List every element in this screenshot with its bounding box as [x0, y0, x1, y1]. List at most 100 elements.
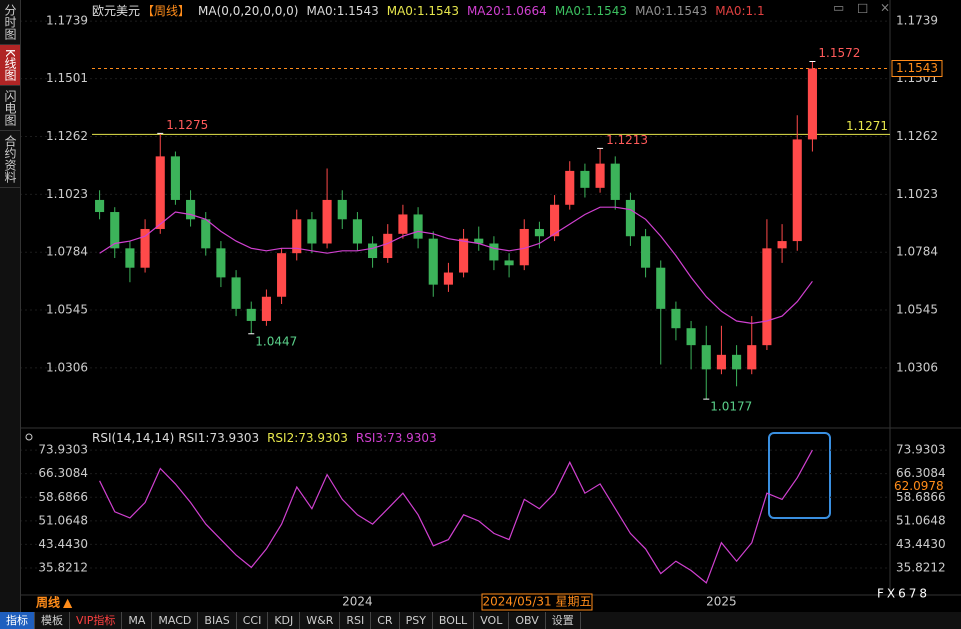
toolbar-tab[interactable]: W&R — [300, 612, 341, 629]
candle-body — [261, 296, 271, 321]
toolbar-tab[interactable]: MA — [122, 612, 153, 629]
watermark: FX678 — [877, 587, 930, 601]
window-icon[interactable]: × — [880, 1, 890, 15]
toolbar: 指标 模板 VIP指标 MA MACD BIAS CCI KDJ W&R RSI CR PSY BOLL… — [0, 612, 961, 629]
legend-label: RSI2:73.9303 — [267, 431, 348, 445]
y-tick-label: 1.0545 — [46, 303, 88, 317]
candle-body — [595, 163, 605, 188]
candle-body — [580, 170, 590, 188]
y-tick-label: 51.0648 — [38, 513, 88, 527]
y-tick-label: 58.6866 — [896, 490, 946, 504]
candle-body — [398, 214, 408, 234]
cursor-value: 62.0978 — [894, 479, 944, 493]
toolbar-tab[interactable]: BOLL — [433, 612, 475, 629]
toolbar-tab[interactable]: 设置 — [546, 612, 581, 629]
candle-body — [625, 199, 635, 237]
toolbar-tab[interactable]: CR — [371, 612, 400, 629]
y-tick-label: 1.1023 — [46, 187, 88, 201]
legend-label: MA0:1.1543 — [635, 3, 708, 18]
price-header: 欧元美元 【周线】 MA(0,0,20,0,0,0) MA0:1.1543 MA0:1.… — [92, 2, 765, 19]
candle-body — [474, 238, 484, 244]
candle-body — [352, 219, 362, 244]
candle-body — [140, 228, 150, 268]
y-tick-label: 1.1262 — [46, 129, 88, 143]
high-label: 1.1213 — [606, 133, 648, 147]
window-icon[interactable]: ▭ — [833, 1, 844, 15]
candle-body — [231, 277, 241, 309]
y-tick-label: 1.0545 — [896, 303, 938, 317]
sidebar-tab[interactable]: K线图 — [0, 45, 20, 86]
ma-setting: MA(0,0,20,0,0,0) — [198, 3, 299, 18]
series-line — [99, 449, 813, 584]
y-tick-label: 1.0784 — [46, 245, 88, 259]
toolbar-tab[interactable]: 指标 — [0, 612, 35, 629]
candle-body — [443, 272, 453, 285]
low-label: 1.0177 — [710, 400, 752, 414]
candle-body — [155, 156, 165, 229]
candle-body — [519, 228, 529, 266]
y-tick-label: 1.1501 — [46, 71, 88, 85]
toolbar-tab[interactable]: OBV — [509, 612, 546, 629]
candle-body — [307, 219, 317, 244]
sidebar: 分时图 K线图 闪电图 合约资料 — [0, 0, 21, 612]
candle-body — [792, 139, 802, 242]
candle-body — [170, 156, 180, 200]
y-tick-label: 66.3084 — [38, 466, 88, 480]
toolbar-tab[interactable]: VIP指标 — [70, 612, 123, 629]
legend-label: MA0:1.1543 — [306, 3, 379, 18]
x-tick-label: 2024 — [342, 595, 373, 609]
toolbar-tab[interactable]: VOL — [474, 612, 510, 629]
candle-body — [368, 243, 378, 259]
candle-body — [747, 345, 757, 370]
y-tick-label: 43.4430 — [38, 537, 88, 551]
y-tick-label: 1.1023 — [896, 187, 938, 201]
candle-body — [716, 354, 726, 370]
candle-body — [504, 260, 514, 266]
toolbar-tab[interactable]: PSY — [400, 612, 433, 629]
instrument: 欧元美元 — [92, 4, 141, 18]
low-label: 1.0447 — [255, 334, 297, 348]
candle-body — [610, 163, 620, 200]
candle-body — [413, 214, 423, 239]
sidebar-tab[interactable]: 闪电图 — [0, 86, 20, 131]
candle-body — [322, 199, 332, 244]
toolbar-tab[interactable]: MACD — [152, 612, 199, 629]
toolbar-tab[interactable]: CCI — [237, 612, 269, 629]
candle-body — [337, 199, 347, 220]
candle-body — [489, 243, 499, 261]
y-tick-label: 35.8212 — [38, 560, 88, 574]
candle-body — [656, 267, 666, 309]
window-icon[interactable]: □ — [857, 1, 868, 15]
series-line — [99, 206, 813, 325]
y-tick-label: 1.1739 — [896, 14, 938, 28]
y-tick-label: 58.6866 — [38, 490, 88, 504]
y-tick-label: 73.9303 — [896, 443, 946, 457]
candle-body — [186, 199, 196, 220]
candle-body — [428, 238, 438, 285]
y-tick-label: 1.1739 — [46, 14, 88, 28]
candle-body — [671, 308, 681, 329]
toolbar-tab[interactable]: RSI — [340, 612, 372, 629]
high-label: 1.1572 — [818, 46, 860, 60]
toolbar-tab[interactable]: 模板 — [35, 612, 70, 629]
period-arrow: ▲ — [63, 596, 73, 610]
candle-body — [201, 219, 211, 249]
y-tick-label: 1.0306 — [896, 360, 938, 374]
toolbar-tab[interactable]: BIAS — [198, 612, 237, 629]
legend-label: MA0:1.1 — [715, 3, 765, 18]
chart-canvas: 周线 ▲ 2024/05/31 星期五 FX678 ▭ □ × 1.1739 1.… — [20, 0, 961, 611]
sidebar-tab[interactable]: 合约资料 — [0, 131, 20, 188]
cursor-date-box — [481, 593, 593, 611]
candle-body — [246, 308, 256, 321]
sidebar-tab[interactable]: 分时图 — [0, 0, 20, 45]
indicator-title: RSI(14,14,14) — [92, 431, 175, 445]
last-price: 1.1543 — [896, 61, 938, 75]
y-tick-label: 1.0306 — [46, 360, 88, 374]
candle-body — [383, 233, 393, 259]
toolbar-tab[interactable]: KDJ — [268, 612, 301, 629]
candle-body — [565, 170, 575, 205]
legend-label: MA0:1.1543 — [386, 3, 459, 18]
candle-body — [125, 248, 135, 268]
candle-body — [277, 253, 287, 297]
